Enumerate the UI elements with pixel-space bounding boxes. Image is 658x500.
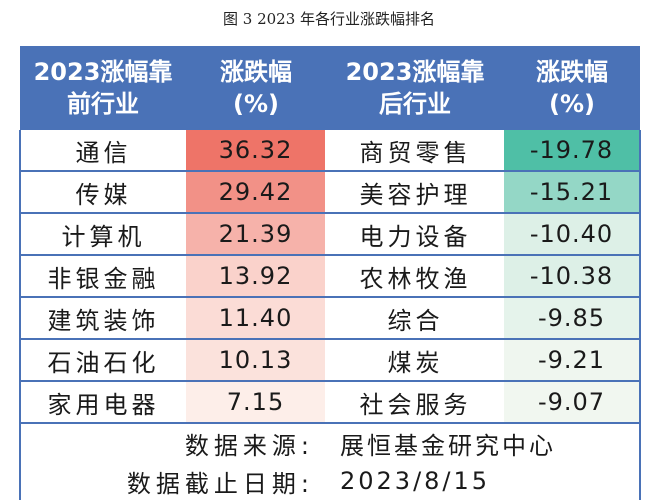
table-row: 计算机 21.39 电力设备 -10.40 [19,213,641,256]
header-top-change: 涨跌幅 (%) [186,46,326,130]
table-header-row: 2023涨幅靠 前行业 涨跌幅 (%) 2023涨幅靠 后行业 涨跌幅 (%) [20,46,640,130]
top-industry-name: 通信 [19,130,186,172]
header-top-change-line2: (%) [233,90,279,118]
header-bottom-change: 涨跌幅 (%) [504,46,640,130]
top-industry-name: 石油石化 [19,339,186,382]
table-row: 通信 36.32 商贸零售 -19.78 [19,130,641,172]
bottom-industry-name: 电力设备 [325,213,504,256]
table-row: 传媒 29.42 美容护理 -15.21 [19,171,641,214]
table-row: 石油石化 10.13 煤炭 -9.21 [19,339,641,382]
header-top-industry: 2023涨幅靠 前行业 [20,46,186,130]
top-change-value: 10.13 [186,339,327,382]
top-change-value: 21.39 [186,213,327,256]
industry-ranking-table: 2023涨幅靠 前行业 涨跌幅 (%) 2023涨幅靠 后行业 涨跌幅 (%) … [19,46,641,500]
bottom-change-value: -9.21 [504,339,641,382]
header-bottom-change-line1: 涨跌幅 [536,58,608,86]
bottom-change-value: -10.40 [504,213,641,256]
bottom-industry-name: 美容护理 [325,171,504,214]
table-row: 非银金融 13.92 农林牧渔 -10.38 [19,255,641,298]
table-row: 家用电器 7.15 社会服务 -9.07 [19,381,641,424]
header-bottom-industry: 2023涨幅靠 后行业 [326,46,504,130]
footer-cutoff-value: 2023/8/15 [326,462,641,500]
top-change-value: 13.92 [186,255,327,298]
top-industry-name: 家用电器 [19,381,186,424]
header-top-industry-line2: 前行业 [67,90,139,118]
bottom-change-value: -9.85 [504,297,641,340]
bottom-change-value: -15.21 [504,171,641,214]
bottom-change-value: -19.78 [504,130,641,172]
footer-row-cutoff: 数据截止日期: 2023/8/15 [19,462,641,500]
header-bottom-change-line2: (%) [549,90,595,118]
bottom-industry-name: 社会服务 [325,381,504,424]
top-change-value: 29.42 [186,171,327,214]
top-industry-name: 非银金融 [19,255,186,298]
header-top-change-line1: 涨跌幅 [220,58,292,86]
figure-caption: 图 3 2023 年各行业涨跌幅排名 [222,10,436,28]
top-change-value: 11.40 [186,297,327,340]
footer-source-label: 数据来源: [19,423,326,462]
bottom-industry-name: 农林牧渔 [325,255,504,298]
top-change-value: 7.15 [186,381,327,424]
table-body: 通信 36.32 商贸零售 -19.78 传媒 29.42 美容护理 -15.21 计算机 21.… [19,130,641,500]
header-top-industry-line1: 2023涨幅靠 [33,58,173,86]
header-bottom-industry-line1: 2023涨幅靠 [345,58,485,86]
footer-row-source: 数据来源: 展恒基金研究中心 [19,423,641,462]
top-industry-name: 计算机 [19,213,186,256]
bottom-industry-name: 煤炭 [325,339,504,382]
bottom-industry-name: 商贸零售 [325,130,504,172]
top-change-value: 36.32 [186,130,327,172]
header-bottom-industry-line2: 后行业 [379,90,451,118]
bottom-change-value: -10.38 [504,255,641,298]
footer-source-value: 展恒基金研究中心 [326,423,641,462]
footer-cutoff-label: 数据截止日期: [19,462,326,500]
top-industry-name: 传媒 [19,171,186,214]
bottom-change-value: -9.07 [504,381,641,424]
top-industry-name: 建筑装饰 [19,297,186,340]
bottom-industry-name: 综合 [325,297,504,340]
table-row: 建筑装饰 11.40 综合 -9.85 [19,297,641,340]
